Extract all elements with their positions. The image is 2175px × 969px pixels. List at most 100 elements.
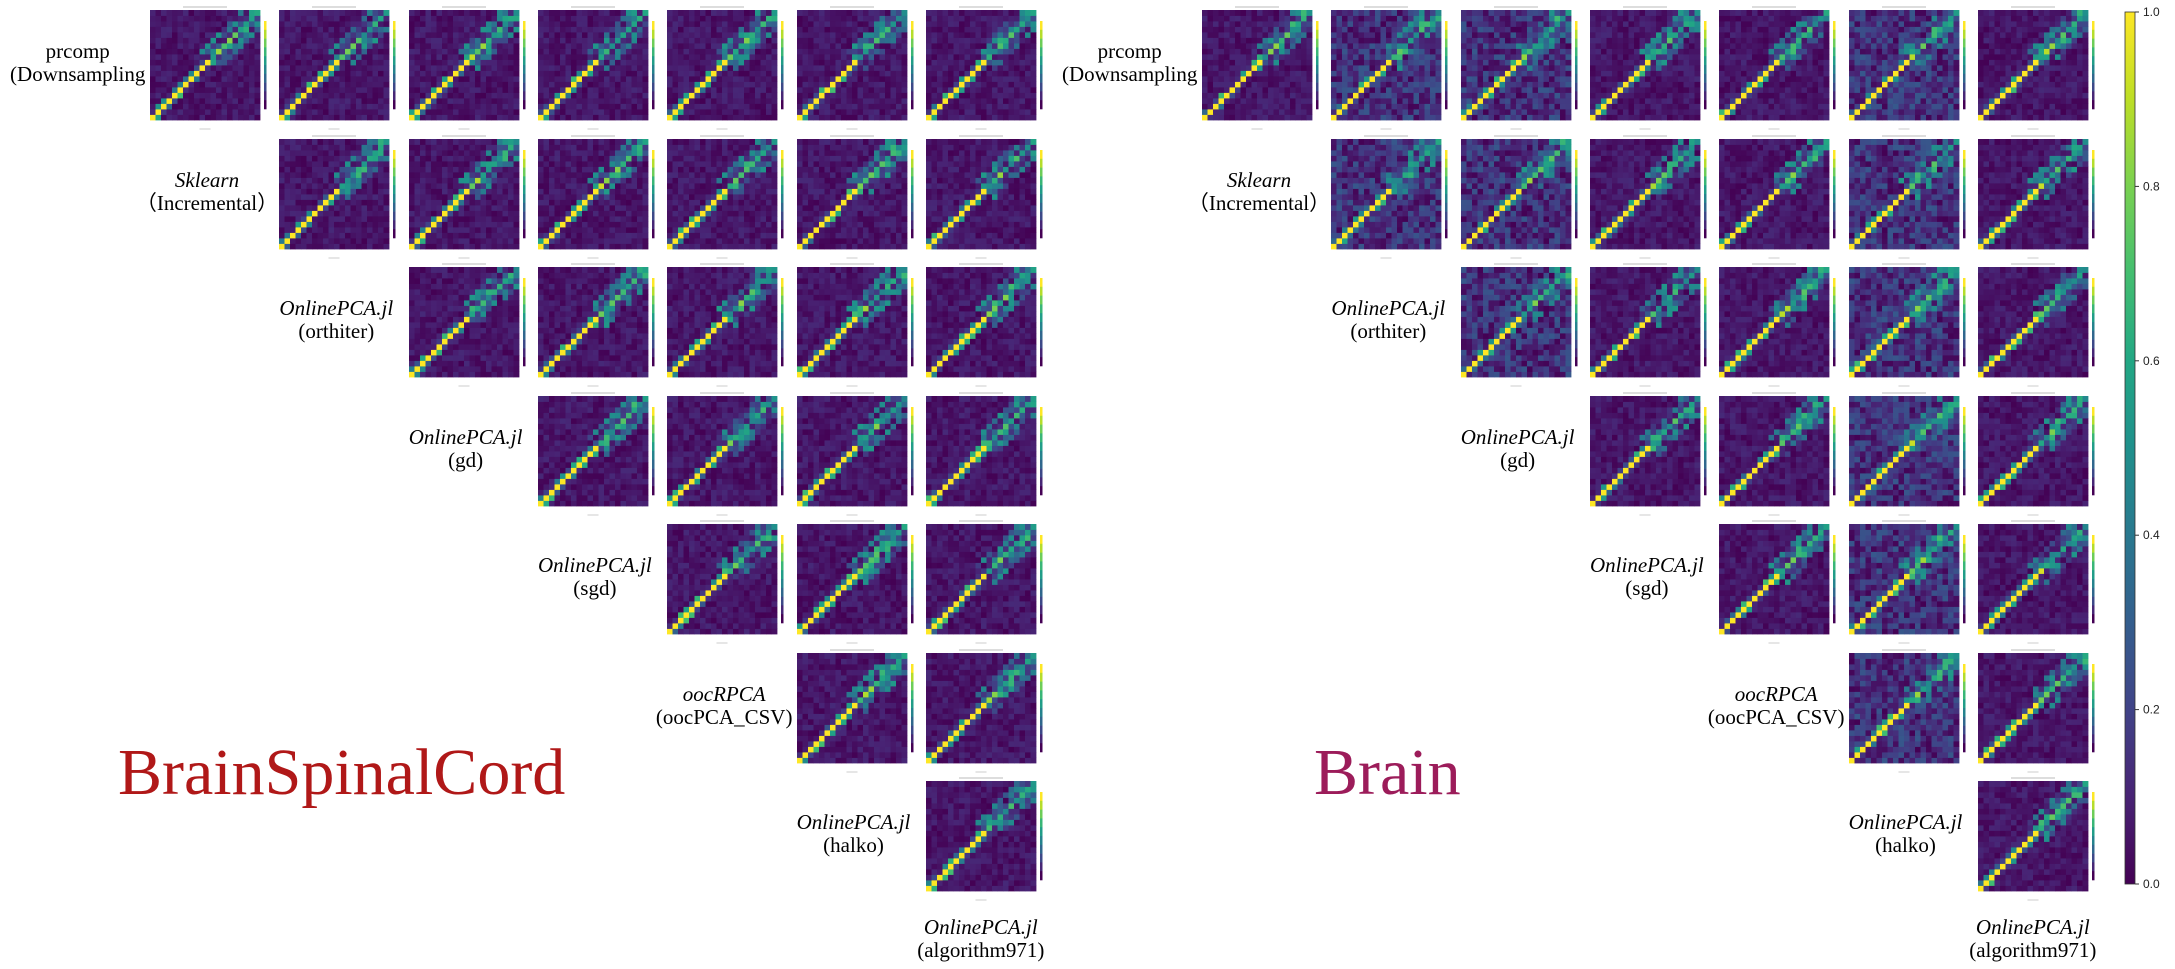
heatmap-cell — [480, 160, 486, 167]
heatmap-cell — [1002, 70, 1009, 77]
heatmap-cell — [969, 81, 976, 88]
heatmap-cell — [603, 160, 610, 167]
heatmap-cell — [771, 182, 778, 189]
heatmap-cell — [895, 48, 902, 55]
heatmap-cell — [625, 15, 632, 22]
heatmap-cell — [818, 92, 825, 99]
heatmap-cell — [548, 237, 555, 244]
heatmap-cell — [1002, 65, 1009, 71]
heatmap-cell — [755, 37, 762, 44]
heatmap-cell — [474, 76, 481, 82]
heatmap-cell — [328, 160, 335, 167]
heatmap-cell — [592, 37, 599, 44]
heatmap-cell — [378, 10, 385, 16]
heatmap-cell — [1002, 109, 1009, 115]
heatmap-cell — [480, 114, 486, 121]
heatmap-cell — [766, 48, 773, 55]
heatmap-cell — [548, 155, 555, 161]
heatmap-cell — [570, 226, 577, 233]
heatmap-cell — [868, 171, 874, 178]
heatmap-cell — [372, 226, 379, 233]
mini-colorbar-segment — [910, 73, 913, 83]
heatmap-cell — [755, 48, 762, 55]
heatmap-cell — [177, 114, 184, 121]
heatmap-cell — [667, 59, 674, 66]
heatmap-cell — [581, 204, 588, 211]
heatmap-cell — [700, 171, 707, 178]
mini-colorbar — [910, 21, 913, 110]
heatmap-cell — [177, 48, 184, 55]
heatmap-cell — [543, 160, 550, 167]
heatmap-cell — [367, 155, 374, 161]
heatmap-cell — [1008, 92, 1015, 99]
heatmap-cell — [345, 237, 352, 244]
heatmap-cell — [166, 81, 173, 88]
heatmap-cell — [232, 21, 239, 27]
heatmap-cell — [824, 65, 830, 71]
heatmap-cell — [356, 54, 363, 60]
heatmap-cell — [722, 193, 729, 200]
heatmap-cell — [722, 149, 729, 156]
heatmap-cell — [980, 114, 987, 121]
heatmap-cell — [603, 193, 610, 200]
heatmap-cell — [620, 215, 627, 222]
heatmap-cell — [636, 177, 643, 183]
heatmap-cell — [598, 226, 605, 233]
heatmap-cell — [895, 210, 902, 216]
heatmap-cell — [581, 243, 588, 249]
heatmap-cell — [216, 54, 222, 60]
heatmap-cell — [548, 10, 555, 16]
heatmap-cell — [824, 199, 830, 205]
heatmap-cell — [857, 10, 863, 16]
heatmap-cell — [895, 182, 902, 189]
heatmap-cell — [796, 138, 803, 145]
heatmap-cell — [603, 215, 610, 222]
heatmap-cell — [953, 81, 960, 88]
heatmap-cell — [738, 166, 745, 172]
heatmap-cell — [436, 226, 442, 233]
heatmap-cell — [840, 59, 847, 66]
heatmap-cell — [367, 177, 374, 183]
heatmap-cell — [183, 92, 189, 99]
heatmap-cell — [430, 43, 437, 49]
heatmap-cell — [188, 37, 195, 44]
heatmap-cell — [873, 98, 880, 104]
heatmap-cell — [306, 226, 313, 233]
heatmap-cell — [884, 26, 891, 33]
heatmap-cell — [857, 65, 863, 71]
heatmap-cell — [901, 98, 907, 104]
heatmap-cell — [678, 43, 685, 49]
heatmap-cell — [284, 98, 291, 104]
heatmap-cell — [383, 70, 390, 77]
heatmap-cell — [931, 26, 938, 33]
heatmap-cell — [565, 144, 572, 150]
heatmap-cell — [441, 160, 448, 167]
heatmap-cell — [667, 166, 674, 172]
heatmap-cell — [565, 26, 572, 33]
heatmap-cell — [614, 54, 621, 60]
heatmap-cell — [835, 204, 841, 211]
heatmap-cell — [345, 87, 352, 93]
heatmap-cell — [188, 109, 195, 115]
heatmap-cell — [700, 204, 707, 211]
heatmap-cell — [463, 204, 470, 211]
heatmap-cell — [480, 144, 486, 150]
heatmap-cell — [238, 103, 244, 110]
heatmap-cell — [862, 70, 869, 77]
heatmap-cell — [408, 48, 415, 55]
heatmap-cell — [458, 109, 464, 115]
heatmap-cell — [964, 76, 971, 82]
heatmap-cell — [807, 226, 814, 233]
heatmap-cell — [592, 10, 599, 16]
heatmap-cell — [840, 109, 847, 115]
heatmap-cell — [705, 144, 712, 150]
heatmap-cell — [884, 237, 891, 244]
heatmap-cell — [1013, 114, 1020, 121]
heatmap-cell — [689, 188, 696, 194]
heatmap-cell — [361, 226, 368, 233]
heatmap-cell — [587, 103, 594, 110]
heatmap-cell — [851, 21, 858, 27]
heatmap-cell — [620, 70, 627, 77]
heatmap-cell — [328, 37, 335, 44]
heatmap-cell — [284, 160, 291, 167]
